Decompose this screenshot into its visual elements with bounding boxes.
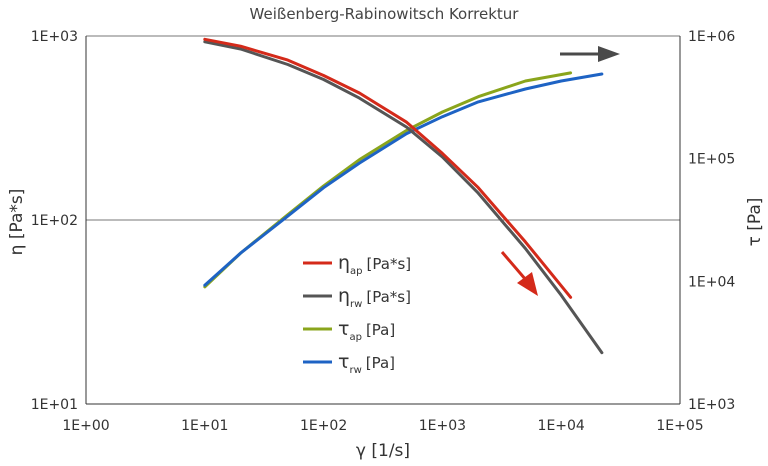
left-axis-arrow — [500, 251, 538, 296]
series-lines — [203, 37, 604, 355]
y-left-axis-label: η [Pa*s] — [7, 189, 27, 256]
y-left-tick-label: 1E+03 — [31, 29, 78, 45]
y-right-axis-label: τ [Pa] — [745, 198, 765, 247]
series-line-1 — [203, 37, 573, 299]
x-axis-label: γ [1/s] — [356, 441, 410, 461]
y-right-tick-label: 1E+03 — [688, 397, 735, 413]
arrow-down-right-icon — [517, 272, 538, 296]
y-right-tick-label: 1E+05 — [688, 152, 735, 168]
legend-label: ηrw [Pa*s] — [338, 285, 411, 310]
x-tick-label: 1E+01 — [181, 418, 228, 434]
legend-label: τrw [Pa] — [338, 351, 395, 376]
chart-title: Weißenberg-Rabinowitsch Korrektur — [250, 5, 520, 23]
arrow-right-icon — [598, 46, 620, 62]
x-tick-label: 1E+02 — [300, 418, 347, 434]
y-right-tick-label: 1E+06 — [688, 29, 735, 45]
right-axis-arrow — [560, 46, 620, 62]
legend-label: ηap [Pa*s] — [338, 252, 411, 277]
legend-label: τap [Pa] — [338, 318, 395, 343]
y-left-tick-labels: 1E+01 1E+02 1E+03 — [31, 29, 78, 413]
grid-lines — [86, 35, 680, 221]
x-tick-labels: 1E+00 1E+01 1E+02 1E+03 1E+04 1E+05 — [62, 418, 703, 434]
series-line-2 — [203, 40, 604, 355]
x-tick-label: 1E+04 — [538, 418, 585, 434]
legend: ηap [Pa*s] ηrw [Pa*s] τap [Pa] τrw [Pa] — [303, 252, 411, 376]
y-right-tick-label: 1E+04 — [688, 274, 735, 290]
series-line-4 — [203, 72, 604, 287]
x-tick-label: 1E+03 — [419, 418, 466, 434]
y-left-tick-label: 1E+02 — [31, 213, 78, 229]
y-right-tick-labels: 1E+03 1E+04 1E+05 1E+06 — [688, 29, 735, 413]
y-left-tick-label: 1E+01 — [31, 397, 78, 413]
x-tick-label: 1E+00 — [62, 418, 109, 434]
x-tick-label: 1E+05 — [656, 418, 703, 434]
